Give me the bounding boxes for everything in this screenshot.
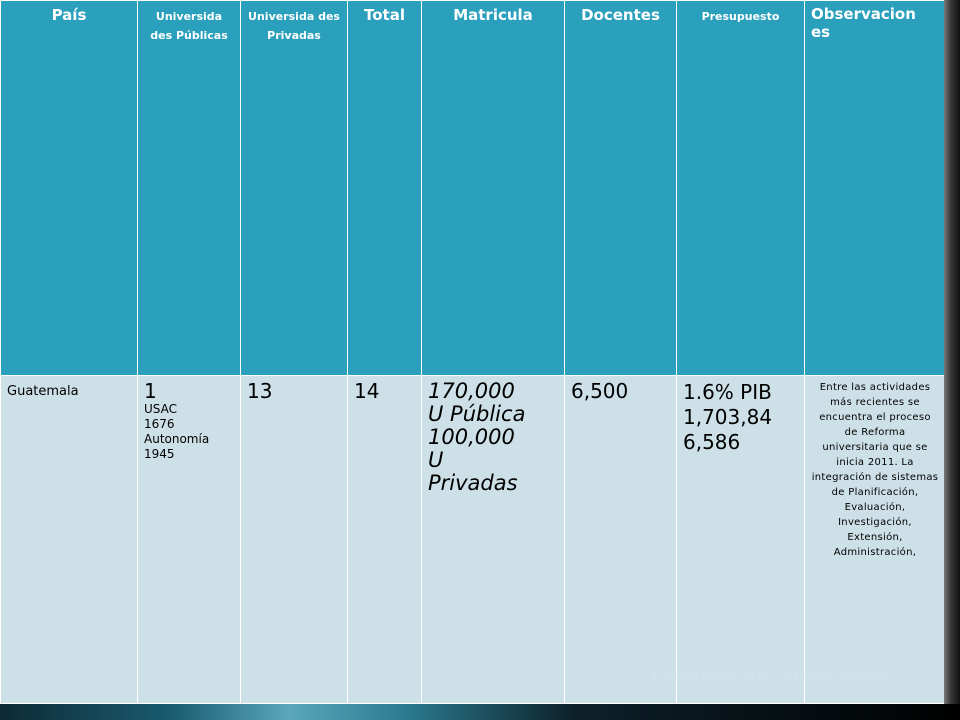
slide-bottom-bar (0, 704, 960, 720)
header-total: Total (347, 0, 422, 376)
cell-matricula: 170,000 U Pública 100,000 U Privadas (421, 375, 565, 704)
cell-country: Guatemala (0, 375, 138, 704)
cell-total: 14 (347, 375, 422, 704)
table-row: Guatemala 1 USAC 1676 Autonomía 1945 13 … (0, 375, 946, 704)
header-presupuesto: Presupuesto (676, 0, 805, 376)
header-pais: País (0, 0, 138, 376)
cell-presupuesto: 1.6% PIB 1,703,84 6,586 (676, 375, 805, 704)
slide-edge-shadow (944, 0, 960, 720)
cell-public-universities: 1 USAC 1676 Autonomía 1945 (137, 375, 241, 704)
header-row: País Universida des Públicas Universida … (0, 0, 946, 376)
header-docentes: Docentes (564, 0, 677, 376)
cell-observaciones: Entre las actividades más recientes se e… (804, 375, 946, 704)
cell-private-universities: 13 (240, 375, 348, 704)
cell-docentes: 6,500 (564, 375, 677, 704)
universities-table: País Universida des Públicas Universida … (0, 0, 946, 704)
header-universidades-privadas: Universida des Privadas (240, 0, 348, 376)
header-matricula: Matricula (421, 0, 565, 376)
header-universidades-publicas: Universida des Públicas (137, 0, 241, 376)
header-observaciones: Observacion es (804, 0, 946, 376)
footer-watermark: Programa de cursos libres (651, 664, 888, 683)
